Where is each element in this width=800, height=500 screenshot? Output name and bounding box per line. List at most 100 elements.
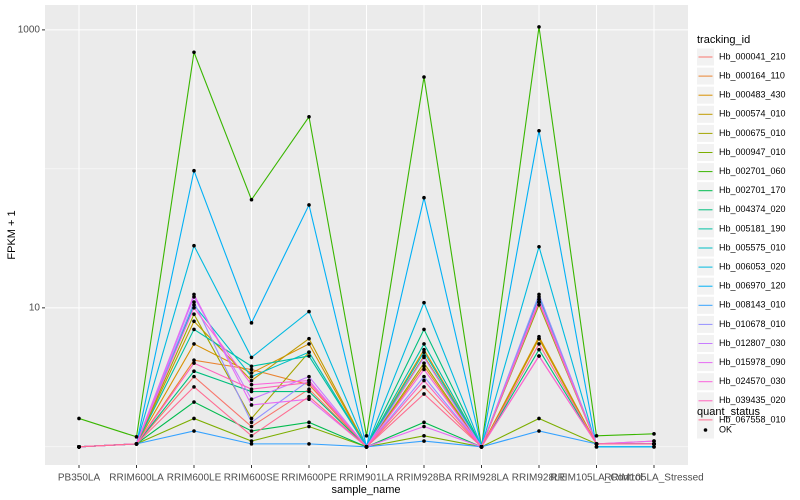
data-point [422, 434, 426, 438]
data-point [77, 416, 81, 421]
data-point [249, 397, 254, 402]
data-point [192, 385, 196, 389]
data-point [422, 385, 426, 389]
data-point [249, 420, 254, 425]
data-point [192, 416, 196, 421]
data-point [422, 364, 426, 369]
x-tick-label: PB350LA [58, 473, 101, 484]
legend-label: Hb_000947_010 [719, 147, 786, 157]
data-point [192, 312, 196, 317]
data-point [422, 347, 426, 352]
data-point [192, 342, 196, 346]
data-point [249, 374, 254, 379]
legend-label: Hb_006970_120 [719, 281, 786, 291]
data-point [652, 445, 656, 449]
y-tick-label: 10 [29, 302, 41, 313]
data-point [307, 420, 311, 425]
data-point [249, 424, 254, 429]
data-point [422, 420, 426, 425]
data-point [307, 336, 311, 341]
x-tick-label: RRIM928BA [396, 473, 452, 484]
data-point [652, 442, 656, 446]
x-tick-label: RRIM600PE [281, 473, 337, 484]
data-point [537, 336, 541, 341]
data-point [249, 403, 254, 407]
data-point [422, 392, 426, 396]
data-point [422, 195, 426, 200]
data-point [192, 303, 196, 307]
x-tick-label: RRIM600LA [109, 473, 164, 484]
legend-label: Hb_012807_030 [719, 338, 786, 348]
data-point [537, 354, 541, 358]
data-point [307, 354, 311, 358]
data-point [249, 364, 254, 369]
data-point [537, 244, 541, 249]
data-point [249, 355, 254, 360]
data-point [307, 114, 311, 119]
legend-label: Hb_024570_030 [719, 376, 786, 386]
data-point [537, 416, 541, 421]
data-point [192, 361, 196, 365]
data-point [192, 429, 196, 433]
data-point [249, 197, 254, 202]
data-point [537, 429, 541, 433]
data-point [537, 295, 541, 299]
data-point [537, 347, 541, 352]
legend-label: Hb_000483_430 [719, 90, 786, 100]
data-point [422, 361, 426, 365]
legend-label: Hb_067558_010 [719, 414, 786, 424]
data-point [134, 442, 139, 446]
data-point [537, 128, 541, 133]
x-tick-label: RRIM600LE [167, 473, 222, 484]
data-point [422, 342, 426, 346]
data-point [422, 374, 426, 379]
data-point [422, 350, 426, 354]
data-point [249, 387, 254, 391]
legend-label: Hb_015978_090 [719, 357, 786, 367]
x-tick-label: RRIM600SE [224, 473, 280, 484]
data-point [537, 342, 541, 346]
data-point [307, 397, 311, 402]
legend-label: Hb_006053_020 [719, 261, 786, 271]
y-axis-title: FPKM + 1 [6, 210, 18, 259]
data-point [307, 389, 311, 394]
data-point [537, 25, 541, 29]
data-point [537, 300, 541, 304]
x-tick-label: RRIM928LE [512, 473, 567, 484]
data-point [134, 435, 139, 439]
data-point [422, 300, 426, 305]
data-point [652, 432, 656, 436]
data-point [652, 439, 656, 443]
x-tick-label: RRIM105LA_Control [550, 473, 642, 484]
data-point [192, 295, 196, 299]
data-point [192, 306, 196, 310]
data-point [192, 243, 196, 248]
data-point [307, 342, 311, 346]
data-point [422, 378, 426, 383]
data-point [249, 321, 254, 325]
data-point [422, 424, 426, 429]
y-tick-label: 1000 [18, 25, 41, 36]
data-point [422, 367, 426, 372]
data-point [192, 292, 196, 297]
data-point [307, 442, 311, 446]
x-axis-title: sample_name [331, 484, 400, 496]
data-point [537, 297, 541, 302]
data-point [594, 434, 599, 438]
legend-label: Hb_000574_010 [719, 109, 786, 119]
data-point [192, 374, 196, 379]
legend-title: tracking_id [697, 34, 750, 46]
legend-label: Hb_010678_010 [719, 319, 786, 329]
data-point [249, 382, 254, 387]
data-point [192, 327, 196, 332]
data-point [77, 445, 81, 449]
legend-label: Hb_004374_020 [719, 204, 786, 214]
data-point [422, 75, 426, 79]
legend-label: Hb_000675_010 [719, 128, 786, 138]
legend-label: Hb_002701_060 [719, 166, 786, 176]
x-tick-label: RRIM105LA_Stressed [604, 473, 704, 484]
data-point [192, 369, 196, 374]
data-point [249, 429, 254, 433]
data-point [192, 319, 196, 324]
